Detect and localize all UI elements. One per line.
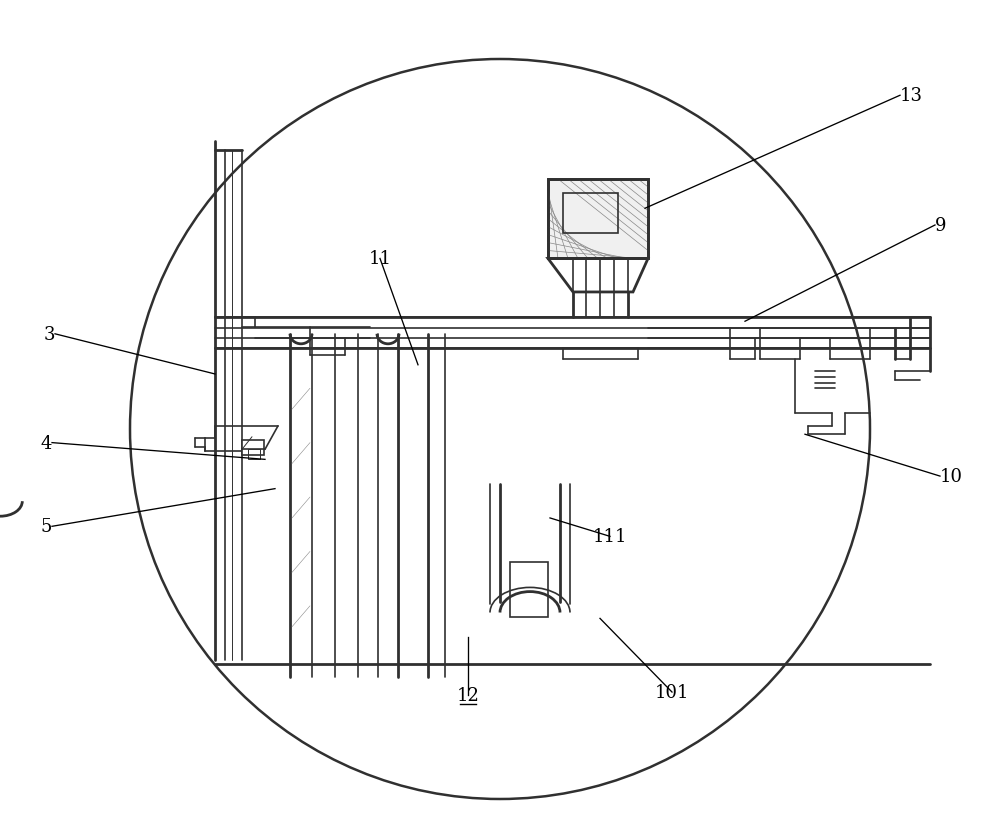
Text: 9: 9 — [935, 217, 946, 235]
Bar — [548, 180, 648, 259]
Bar — [563, 194, 618, 234]
Text: 111: 111 — [593, 528, 627, 546]
Text: 13: 13 — [900, 87, 923, 105]
Text: 101: 101 — [655, 683, 689, 701]
Bar — [510, 563, 548, 617]
Text: 5: 5 — [41, 517, 52, 536]
Text: 11: 11 — [369, 250, 392, 268]
Bar — [248, 450, 260, 460]
Text: 4: 4 — [41, 434, 52, 452]
Bar — [548, 180, 648, 259]
Text: 10: 10 — [940, 467, 963, 486]
Bar — [242, 441, 264, 456]
Text: 3: 3 — [44, 325, 55, 344]
Text: 12: 12 — [457, 686, 479, 705]
